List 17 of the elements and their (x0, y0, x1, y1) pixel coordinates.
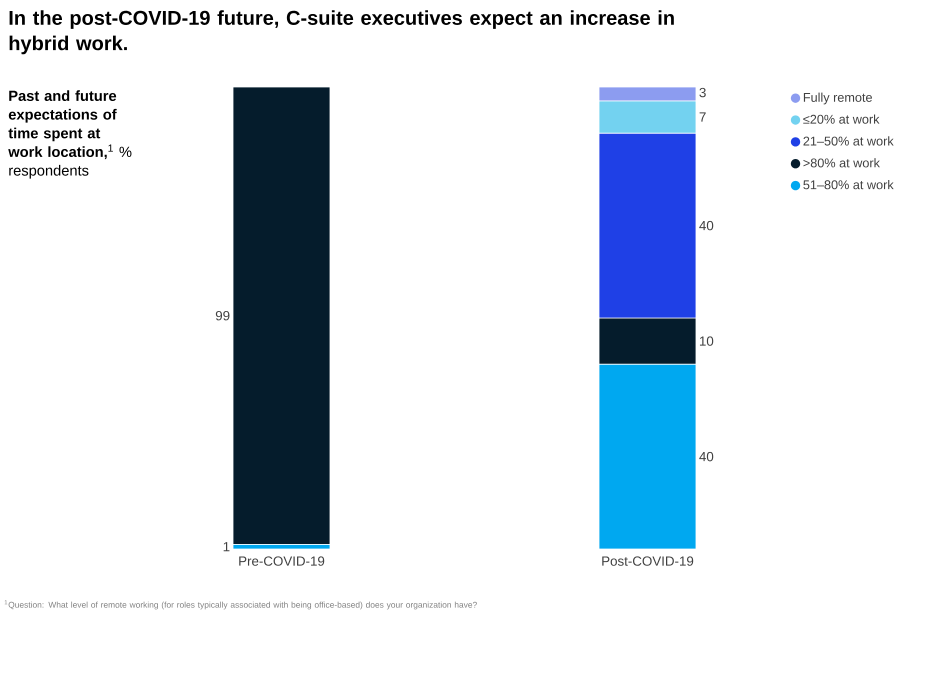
data-label: 99 (216, 310, 230, 320)
legend-label: 21–50% at work (803, 136, 894, 146)
chart-title: In the post-COVID-19 future, C-suite executives expect an increase in hybrid work. (10, 10, 674, 54)
x-tick-label: Pre-COVID-19 (239, 556, 324, 566)
data-label: 7 (700, 112, 706, 122)
data-label: 40 (699, 220, 714, 230)
legend-label: 51–80% at work (803, 180, 894, 190)
legend-label: Fully remote (804, 92, 872, 104)
legend-label: >80% at work (803, 158, 880, 168)
legend-label: ≤20% at work (803, 114, 880, 124)
text: Past and future expectations of time spent at work location,$^{1}$ % respondents (8, 90, 132, 179)
data-label: 10 (700, 336, 714, 346)
data-label: 3 (699, 88, 706, 98)
text: $^{1}$Question: What level of remote working (for roles typically associated with being office-based) does your organization have? (4, 600, 477, 610)
data-label: 1 (224, 542, 230, 552)
x-tick-label: Post-COVID-19 (602, 556, 694, 566)
data-label: 40 (699, 452, 714, 462)
